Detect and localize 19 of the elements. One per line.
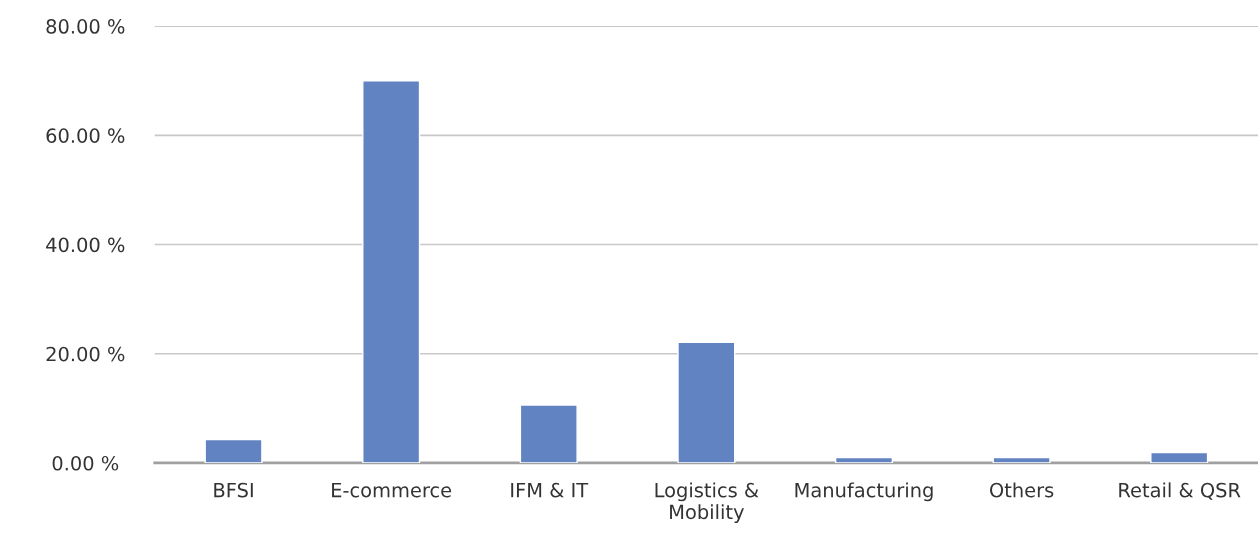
y-tick-label: 40.00 % [46,237,125,253]
x-tick-label: Others [990,482,1054,498]
x-tick-label: BFSI [214,482,253,498]
x-tick-label: E-commerce [332,482,452,498]
x-tick-label: Manufacturing [795,482,933,502]
x-tick-label: IFM & IT [511,482,589,498]
bar [519,404,578,463]
y-tick-label: 0.00 % [52,455,119,471]
bar [362,80,421,463]
x-tick-label: Logistics & Mobility [655,482,759,523]
y-tick-label: 80.00 % [46,19,125,34]
bar [834,456,894,463]
bar [677,341,736,463]
bar [1150,451,1209,463]
y-tick-label: 60.00 % [46,128,125,143]
y-tick-label: 20.00 % [46,346,125,362]
bar [992,456,1051,463]
x-tick-label: Retail & QSR [1119,482,1241,500]
bar [204,438,263,463]
